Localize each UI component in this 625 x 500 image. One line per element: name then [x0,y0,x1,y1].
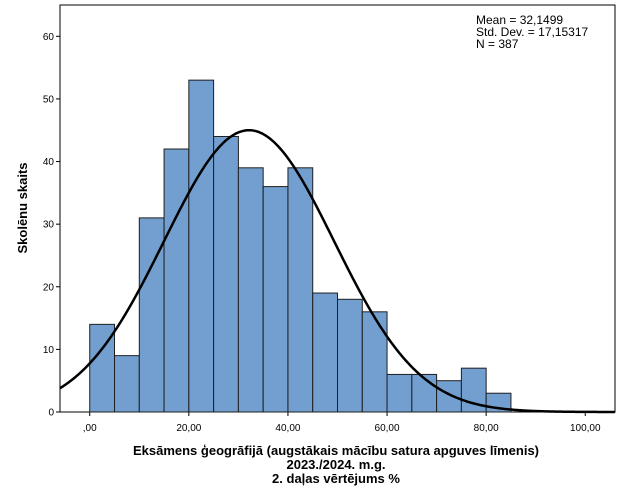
x-tick-label: 80,00 [474,423,499,434]
stats-n: N = 387 [476,37,519,51]
histogram-bar-6 [213,135,239,413]
x-axis-title-line-1: Eksāmens ģeogrāfijā (augstākais mācību s… [133,443,539,458]
y-axis-ticks: 0 10 20 30 40 50 60 [43,32,60,419]
x-tick-label: 100,00 [570,423,601,434]
histogram-bar-15 [436,380,462,413]
y-axis-title: Skolēnu skaits [15,162,30,253]
x-axis-title-line-2: 2023./2024. m.g. [286,457,385,472]
stats-std-dev: Std. Dev. = 17,15317 [476,25,589,39]
stats-box: Mean = 32,1499 Std. Dev. = 17,15317 N = … [476,13,589,51]
histogram-bar-11 [337,298,363,413]
histogram-bar-12 [361,311,388,413]
x-axis-ticks: ,00 20,00 40,00 60,00 80,00 100,00 [83,412,601,434]
y-tick-label: 50 [43,94,55,105]
y-tick-label: 0 [48,408,54,419]
x-tick-label: 60,00 [375,423,400,434]
histogram-bars [89,79,512,413]
y-tick-label: 10 [43,345,55,356]
normal-curve [59,128,615,414]
histogram-bar-5 [188,79,215,413]
y-tick-label: 60 [43,32,55,43]
y-tick-label: 20 [43,282,55,293]
histogram-bar-14 [411,373,438,413]
x-axis-title-line-3: 2. daļas vērtējums % [272,471,400,486]
histogram-bar-9 [287,167,314,413]
stats-mean: Mean = 32,1499 [476,13,563,27]
x-tick-label: 20,00 [176,423,201,434]
histogram-bar-7 [237,167,264,413]
histogram-bar-4 [163,148,190,413]
y-tick-label: 40 [43,157,55,168]
y-tick-label: 30 [43,220,55,231]
x-tick-label: 40,00 [275,423,300,434]
histogram-bar-13 [386,373,413,413]
histogram-bar-8 [262,186,289,413]
histogram-bar-2 [114,355,140,413]
x-tick-label: ,00 [83,423,97,434]
histogram-bar-10 [312,292,339,413]
